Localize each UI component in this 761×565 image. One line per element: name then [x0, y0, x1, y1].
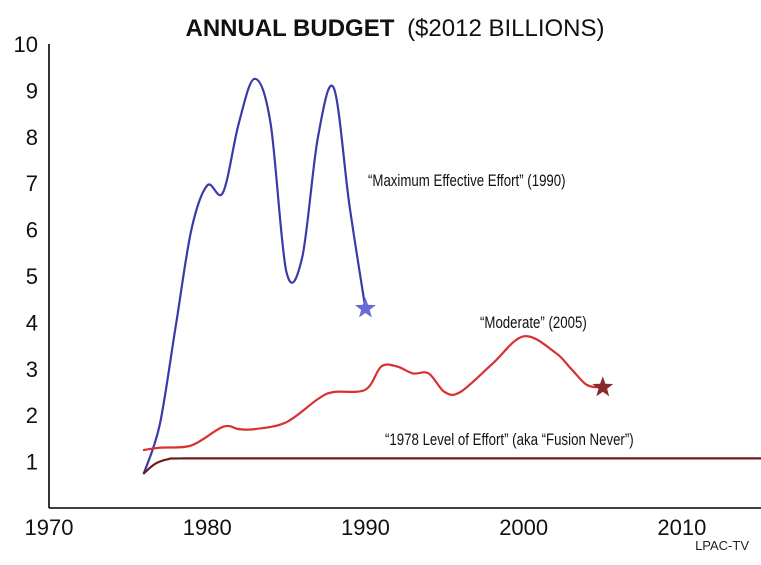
- y-tick-label: 10: [14, 32, 38, 57]
- y-tick-label: 5: [26, 264, 38, 289]
- y-tick-label: 7: [26, 171, 38, 196]
- y-tick-label: 9: [26, 78, 38, 103]
- y-tick-labels: 1 2 3 4 5 6 7 8 9 10: [14, 32, 38, 475]
- y-tick-label: 4: [26, 310, 38, 335]
- source-credit: LPAC-TV: [695, 538, 749, 553]
- annotation-fusion-never: “1978 Level of Effort” (aka “Fusion Neve…: [385, 431, 634, 450]
- y-tick-label: 1: [26, 450, 38, 475]
- x-tick-label: 2010: [657, 515, 706, 540]
- series-line-maximum-effort: [142, 77, 367, 475]
- y-tick-label: 8: [26, 125, 38, 150]
- y-tick-label: 2: [26, 403, 38, 428]
- chart-title: ANNUAL BUDGET ($2012 BILLIONS): [186, 15, 605, 42]
- x-tick-label: 1980: [183, 515, 232, 540]
- chart-title-units: ($2012 BILLIONS): [407, 15, 604, 42]
- series-line-moderate: [142, 335, 604, 452]
- annotation-moderate: “Moderate” (2005): [480, 314, 587, 333]
- end-star-maximum-effort: [355, 297, 376, 318]
- series-layer: [142, 77, 761, 475]
- x-tick-label: 1970: [25, 515, 74, 540]
- chart-title-bold: ANNUAL BUDGET: [186, 15, 395, 42]
- end-star-moderate: [592, 376, 614, 397]
- x-tick-labels: 1970 1980 1990 2000 2010: [25, 515, 707, 540]
- annotation-maximum-effort: “Maximum Effective Effort” (1990): [368, 172, 566, 191]
- x-tick-label: 1990: [341, 515, 390, 540]
- y-tick-label: 6: [26, 218, 38, 243]
- x-tick-label: 2000: [499, 515, 548, 540]
- y-tick-label: 3: [26, 357, 38, 382]
- series-line-fusion-never: [142, 457, 761, 475]
